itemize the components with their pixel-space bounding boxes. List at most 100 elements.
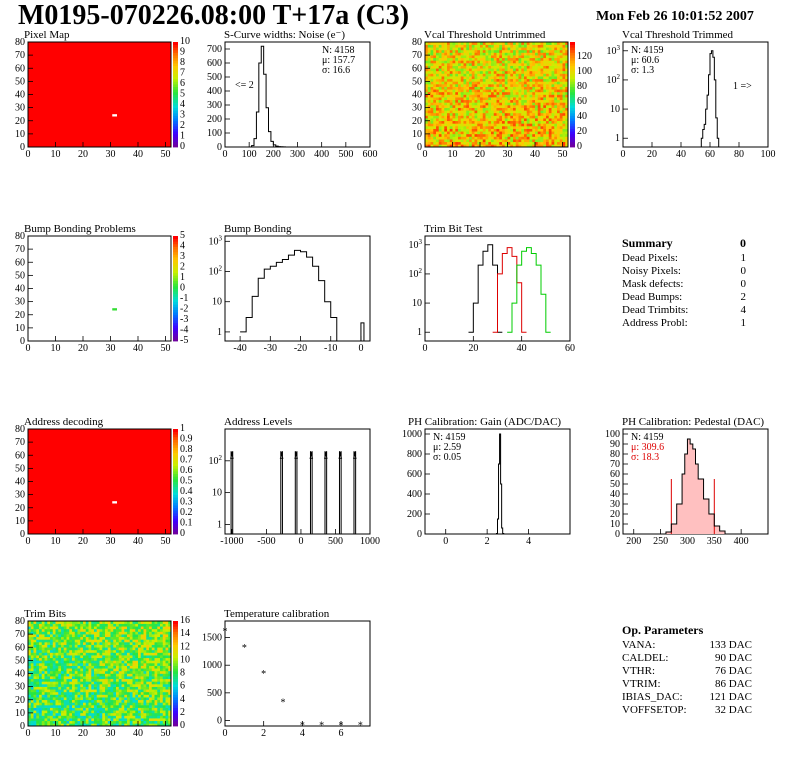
heatmap-cell xyxy=(63,697,67,701)
heatmap-cell xyxy=(138,639,142,643)
heatmap-cell xyxy=(532,78,536,82)
heatmap-cell xyxy=(480,115,484,119)
heatmap-cell xyxy=(521,123,525,127)
heatmap-cell xyxy=(63,652,67,656)
heatmap-cell xyxy=(526,68,530,72)
heatmap-cell xyxy=(551,99,555,103)
heatmap-cell xyxy=(447,128,451,132)
heatmap-cell xyxy=(63,694,67,698)
heatmap-cell xyxy=(559,112,563,116)
heatmap-cell xyxy=(447,86,451,90)
heatmap-cell xyxy=(77,715,81,719)
heatmap-cell xyxy=(94,663,98,666)
color-scale xyxy=(173,460,178,464)
heatmap-cell xyxy=(480,60,484,64)
heatmap-cell xyxy=(55,707,59,711)
heatmap-cell xyxy=(110,652,114,656)
heatmap-cell xyxy=(138,715,142,719)
heatmap-cell xyxy=(551,133,555,137)
heatmap-cell xyxy=(72,647,76,651)
heatmap-fill xyxy=(28,236,171,341)
heatmap-cell xyxy=(74,678,78,682)
heatmap-cell xyxy=(30,715,34,719)
heatmap-cell xyxy=(151,710,155,714)
heatmap-cell xyxy=(436,144,440,148)
heatmap-cell xyxy=(524,118,528,122)
heatmap-cell xyxy=(433,44,437,48)
heatmap-cell xyxy=(118,691,122,695)
y-tick-label: 1 xyxy=(217,519,222,530)
x-tick-label: 0 xyxy=(26,149,31,160)
heatmap-cell xyxy=(83,642,87,645)
heatmap-cell xyxy=(551,115,555,119)
heatmap-cell xyxy=(480,128,484,132)
heatmap-cell xyxy=(540,60,544,64)
heatmap-cell xyxy=(444,63,448,66)
heatmap-cell xyxy=(44,720,48,724)
heatmap-cell xyxy=(496,81,500,85)
heatmap-cell xyxy=(518,89,522,93)
heatmap-cell xyxy=(127,718,131,722)
heatmap-cell xyxy=(91,639,95,643)
heatmap-cell xyxy=(543,141,547,145)
heatmap-cell xyxy=(551,118,555,122)
heatmap-cell xyxy=(28,626,32,630)
heatmap-cell xyxy=(85,718,89,722)
heatmap-cell xyxy=(425,118,429,122)
heatmap-cell xyxy=(524,68,528,72)
heatmap-cell xyxy=(151,723,155,727)
heatmap-cell xyxy=(102,702,106,706)
summary-row: Dead Trimbits: 4 xyxy=(622,304,746,316)
heatmap-cell xyxy=(102,681,106,685)
heatmap-cell xyxy=(63,689,67,693)
color-scale xyxy=(173,254,178,258)
heatmap-cell xyxy=(94,668,98,672)
heatmap-cell xyxy=(149,660,153,664)
heatmap-cell xyxy=(562,120,566,124)
heatmap-cell xyxy=(146,647,150,651)
heatmap-cell xyxy=(129,655,133,659)
heatmap-cell xyxy=(524,110,528,114)
heatmap-cell xyxy=(50,699,54,703)
heatmap-cell xyxy=(132,699,136,703)
heatmap-cell xyxy=(546,91,550,95)
heatmap-cell xyxy=(66,626,70,630)
heatmap-cell xyxy=(485,47,489,51)
heatmap-cell xyxy=(143,697,147,701)
heatmap-cell xyxy=(66,697,70,701)
heatmap-cell xyxy=(44,628,48,632)
heatmap-cell xyxy=(537,89,541,93)
heatmap-cell xyxy=(30,694,34,698)
heatmap-cell xyxy=(99,723,103,727)
heatmap-cell xyxy=(554,49,558,53)
heatmap-cell xyxy=(526,112,530,116)
heatmap-cell xyxy=(121,673,125,677)
heatmap-cell xyxy=(524,73,528,77)
heatmap-cell xyxy=(162,718,166,722)
heatmap-cell xyxy=(83,639,87,643)
heatmap-cell xyxy=(449,60,453,64)
heatmap-cell xyxy=(69,652,73,656)
heatmap-cell xyxy=(427,42,431,45)
heatmap-cell xyxy=(113,681,117,685)
heatmap-cell xyxy=(151,647,155,651)
heatmap-cell xyxy=(121,623,125,627)
heatmap-cell xyxy=(480,118,484,122)
heatmap-cell xyxy=(55,689,59,693)
color-scale xyxy=(570,115,575,119)
heatmap-cell xyxy=(102,634,106,638)
heatmap-cell xyxy=(47,723,51,727)
heatmap-cell xyxy=(99,697,103,701)
heatmap-cell xyxy=(39,676,43,680)
heatmap-cell xyxy=(99,647,103,651)
heatmap-cell xyxy=(496,97,500,101)
y-tick-label: 10 xyxy=(412,129,422,140)
heatmap-cell xyxy=(488,102,492,106)
heatmap-cell xyxy=(546,97,550,101)
heatmap-cell xyxy=(562,44,566,48)
heatmap-cell xyxy=(44,681,48,685)
heatmap-cell xyxy=(455,131,459,135)
heatmap-cell xyxy=(559,60,563,64)
heatmap-cell xyxy=(510,144,514,148)
heatmap-cell xyxy=(140,655,144,659)
